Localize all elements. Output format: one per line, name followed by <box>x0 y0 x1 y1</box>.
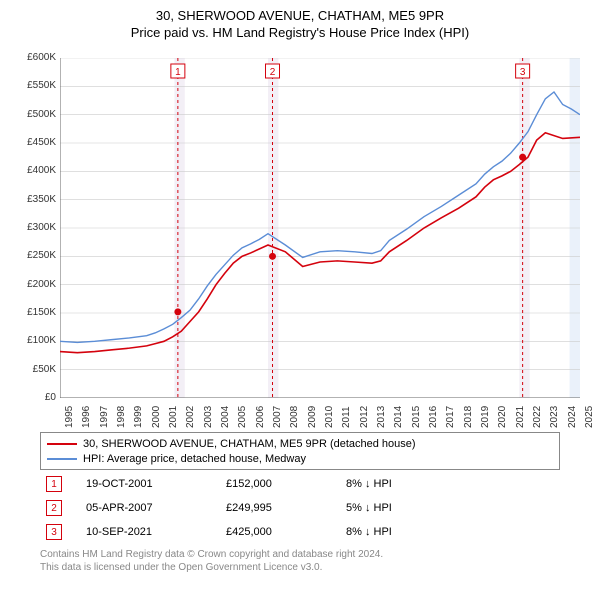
title-line2: Price paid vs. HM Land Registry's House … <box>0 25 600 42</box>
legend-swatch <box>47 458 77 460</box>
x-tick-label: 1995 <box>64 406 75 428</box>
svg-text:1: 1 <box>175 67 181 78</box>
x-tick-label: 2000 <box>151 406 162 428</box>
x-tick-label: 2022 <box>532 406 543 428</box>
x-tick-label: 2010 <box>324 406 335 428</box>
chart-title: 30, SHERWOOD AVENUE, CHATHAM, ME5 9PR Pr… <box>0 0 600 42</box>
x-tick-label: 2021 <box>515 406 526 428</box>
footer-text: Contains HM Land Registry data © Crown c… <box>40 548 383 574</box>
y-tick-label: £150K <box>0 307 56 318</box>
x-tick-label: 2020 <box>497 406 508 428</box>
x-tick-label: 2002 <box>185 406 196 428</box>
title-line1: 30, SHERWOOD AVENUE, CHATHAM, ME5 9PR <box>156 8 444 23</box>
x-tick-label: 2016 <box>428 406 439 428</box>
x-tick-label: 2007 <box>272 406 283 428</box>
x-tick-label: 1999 <box>133 406 144 428</box>
legend-swatch <box>47 443 77 445</box>
y-tick-label: £550K <box>0 80 56 91</box>
y-tick-label: £100K <box>0 335 56 346</box>
marker-price: £425,000 <box>226 526 346 538</box>
y-tick-label: £300K <box>0 222 56 233</box>
y-tick-label: £50K <box>0 364 56 375</box>
footer-line2: This data is licensed under the Open Gov… <box>40 561 383 574</box>
y-tick-label: £0 <box>0 392 56 403</box>
x-tick-label: 2014 <box>393 406 404 428</box>
x-tick-label: 2006 <box>255 406 266 428</box>
chart-container: 30, SHERWOOD AVENUE, CHATHAM, ME5 9PR Pr… <box>0 0 600 590</box>
x-tick-label: 2018 <box>463 406 474 428</box>
marker-date: 19-OCT-2001 <box>86 478 226 490</box>
chart-svg: 1 2 3 <box>60 58 580 398</box>
x-tick-label: 2004 <box>220 406 231 428</box>
y-tick-label: £500K <box>0 109 56 120</box>
legend-label: 30, SHERWOOD AVENUE, CHATHAM, ME5 9PR (d… <box>83 438 416 450</box>
marker-hpi: 5% ↓ HPI <box>346 502 446 514</box>
marker-row: 1 19-OCT-2001£152,0008% ↓ HPI <box>40 472 446 496</box>
x-tick-label: 2003 <box>203 406 214 428</box>
marker-row: 2 05-APR-2007£249,9955% ↓ HPI <box>40 496 446 520</box>
x-tick-label: 2001 <box>168 406 179 428</box>
x-tick-label: 2017 <box>445 406 456 428</box>
y-tick-label: £350K <box>0 194 56 205</box>
x-tick-label: 2015 <box>411 406 422 428</box>
x-tick-label: 2019 <box>480 406 491 428</box>
legend-row: HPI: Average price, detached house, Medw… <box>47 451 553 466</box>
y-tick-label: £400K <box>0 165 56 176</box>
y-tick-label: £450K <box>0 137 56 148</box>
legend-row: 30, SHERWOOD AVENUE, CHATHAM, ME5 9PR (d… <box>47 436 553 451</box>
svg-text:3: 3 <box>520 67 526 78</box>
marker-row: 3 10-SEP-2021£425,0008% ↓ HPI <box>40 520 446 544</box>
x-tick-label: 2008 <box>289 406 300 428</box>
x-tick-label: 2009 <box>307 406 318 428</box>
x-tick-label: 2012 <box>359 406 370 428</box>
marker-num-box: 3 <box>46 524 62 540</box>
x-tick-label: 2013 <box>376 406 387 428</box>
footer-line1: Contains HM Land Registry data © Crown c… <box>40 548 383 561</box>
x-tick-label: 2005 <box>237 406 248 428</box>
legend-label: HPI: Average price, detached house, Medw… <box>83 453 306 465</box>
marker-date: 05-APR-2007 <box>86 502 226 514</box>
marker-num-box: 2 <box>46 500 62 516</box>
x-tick-label: 1997 <box>99 406 110 428</box>
x-tick-label: 2025 <box>584 406 595 428</box>
x-tick-label: 1998 <box>116 406 127 428</box>
marker-price: £152,000 <box>226 478 346 490</box>
legend-box: 30, SHERWOOD AVENUE, CHATHAM, ME5 9PR (d… <box>40 432 560 470</box>
y-tick-label: £250K <box>0 250 56 261</box>
y-tick-label: £200K <box>0 279 56 290</box>
marker-hpi: 8% ↓ HPI <box>346 526 446 538</box>
marker-hpi: 8% ↓ HPI <box>346 478 446 490</box>
x-tick-label: 1996 <box>81 406 92 428</box>
x-tick-label: 2024 <box>567 406 578 428</box>
marker-table: 119-OCT-2001£152,0008% ↓ HPI205-APR-2007… <box>40 472 446 544</box>
marker-date: 10-SEP-2021 <box>86 526 226 538</box>
marker-num-box: 1 <box>46 476 62 492</box>
chart-plot-area: 1 2 3 <box>60 58 580 398</box>
x-tick-label: 2023 <box>549 406 560 428</box>
svg-text:2: 2 <box>270 67 276 78</box>
x-tick-label: 2011 <box>341 406 352 428</box>
y-tick-label: £600K <box>0 52 56 63</box>
marker-price: £249,995 <box>226 502 346 514</box>
